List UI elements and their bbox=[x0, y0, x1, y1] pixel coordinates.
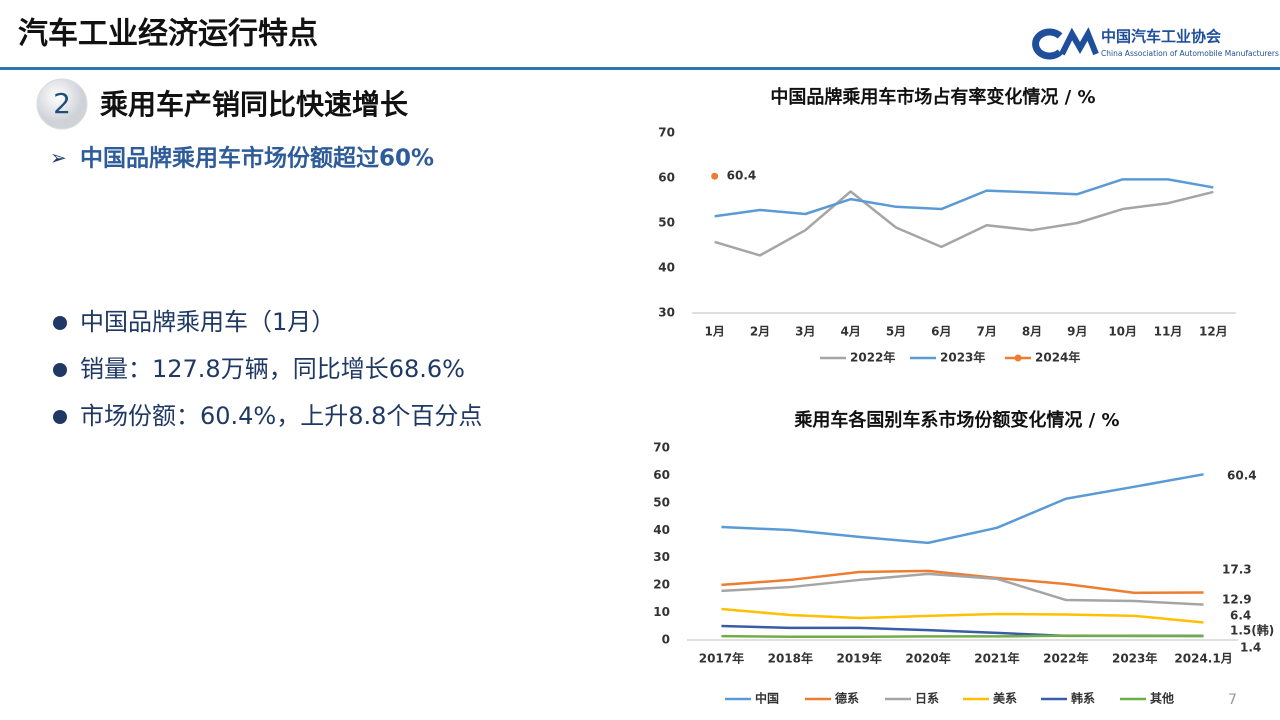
bullet-text: 销量：127.8万辆，同比增长68.6% bbox=[80, 355, 465, 383]
y-tick-label: 50 bbox=[658, 216, 675, 230]
x-tick-label: 12月 bbox=[1199, 325, 1228, 339]
data-label: 1.4 bbox=[1240, 641, 1261, 655]
header-rule bbox=[0, 67, 1280, 70]
data-label: 60.4 bbox=[727, 169, 757, 183]
section-badge bbox=[36, 78, 88, 130]
x-tick-label: 6月 bbox=[931, 325, 951, 339]
data-line bbox=[721, 572, 1204, 606]
bullet-dot bbox=[53, 363, 67, 377]
x-tick-label: 2017年 bbox=[699, 651, 744, 666]
legend-label: 韩系 bbox=[1071, 691, 1095, 706]
section-number: 2 bbox=[53, 87, 71, 120]
x-tick-label: 9月 bbox=[1067, 325, 1087, 339]
x-tick-label: 2022年 bbox=[1043, 651, 1088, 666]
y-tick-label: 0 bbox=[662, 633, 670, 647]
x-tick-label: 8月 bbox=[1022, 325, 1042, 339]
x-tick-label: 2024.1月 bbox=[1174, 652, 1232, 666]
data-line bbox=[714, 190, 1214, 257]
y-tick-label: 20 bbox=[653, 578, 670, 592]
bullet-text: 中国品牌乘用车（1月） bbox=[80, 308, 335, 336]
x-tick-label: 2023年 bbox=[1112, 651, 1157, 666]
data-label: 17.3 bbox=[1222, 563, 1252, 577]
y-tick-label: 30 bbox=[658, 306, 675, 320]
header-title: 汽车工业经济运行特点 bbox=[18, 17, 318, 52]
data-line bbox=[714, 178, 1214, 218]
section-subtitle: 中国品牌乘用车市场份额超过60% bbox=[80, 145, 434, 172]
data-point bbox=[711, 172, 719, 180]
logo-name: 中国汽车工业协会 bbox=[1101, 28, 1221, 46]
legend-label: 2022年 bbox=[850, 350, 895, 365]
legend-label: 中国 bbox=[755, 691, 779, 706]
data-line bbox=[721, 634, 1204, 638]
y-tick-label: 60 bbox=[658, 171, 675, 185]
data-label: 1.5(韩) bbox=[1230, 623, 1274, 638]
y-tick-label: 70 bbox=[658, 126, 675, 140]
x-tick-label: 2021年 bbox=[974, 651, 1019, 666]
logo-english: China Association of Automobile Manufact… bbox=[1101, 49, 1279, 58]
y-tick-label: 70 bbox=[653, 441, 670, 455]
x-tick-label: 1月 bbox=[704, 325, 724, 339]
y-tick-label: 10 bbox=[653, 605, 670, 619]
data-label: 60.4 bbox=[1227, 469, 1257, 483]
data-label: 12.9 bbox=[1222, 593, 1252, 607]
y-tick-label: 30 bbox=[653, 550, 670, 564]
y-tick-label: 40 bbox=[653, 523, 670, 537]
x-tick-label: 4月 bbox=[840, 325, 860, 339]
bullet-dot bbox=[53, 410, 67, 424]
bullet-list: 中国品牌乘用车（1月） 销量：127.8万辆，同比增长68.6% 市场份额：60.4… bbox=[53, 308, 482, 430]
y-tick-label: 60 bbox=[653, 468, 670, 482]
x-tick-label: 3月 bbox=[795, 325, 815, 339]
x-tick-label: 2018年 bbox=[768, 651, 813, 666]
x-tick-label: 11月 bbox=[1154, 325, 1183, 339]
legend-label: 美系 bbox=[993, 691, 1017, 706]
chart-title: 乘用车各国别车系市场份额变化情况 / % bbox=[793, 409, 1119, 431]
legend-label: 2023年 bbox=[940, 350, 985, 365]
section-title: 乘用车产销同比快速增长 bbox=[100, 88, 408, 121]
data-line bbox=[721, 607, 1204, 624]
legend-marker bbox=[1014, 354, 1022, 362]
legend-label: 日系 bbox=[915, 691, 939, 706]
chart-title: 中国品牌乘用车市场占有率变化情况 / % bbox=[770, 86, 1095, 108]
x-tick-label: 10月 bbox=[1108, 325, 1137, 339]
x-tick-label: 2019年 bbox=[836, 651, 881, 666]
y-tick-label: 50 bbox=[653, 495, 670, 509]
logo-mark bbox=[1032, 28, 1063, 60]
bullet-text: 市场份额：60.4%，上升8.8个百分点 bbox=[80, 402, 482, 430]
logo: 中国汽车工业协会 China Association of Automobile… bbox=[1032, 27, 1279, 60]
legend-label: 德系 bbox=[835, 691, 859, 706]
x-tick-label: 5月 bbox=[886, 325, 906, 339]
arrow-bullet: ➢ bbox=[50, 146, 67, 170]
bullet-dot bbox=[53, 316, 67, 330]
logo-mark bbox=[1059, 27, 1099, 56]
x-tick-label: 2月 bbox=[750, 325, 770, 339]
y-tick-label: 40 bbox=[658, 261, 675, 275]
x-tick-label: 2020年 bbox=[905, 651, 950, 666]
legend-label: 其他 bbox=[1150, 691, 1174, 706]
data-line bbox=[721, 569, 1204, 595]
page-number: 7 bbox=[1228, 692, 1237, 708]
data-label: 6.4 bbox=[1230, 609, 1251, 623]
legend-label: 2024年 bbox=[1035, 350, 1080, 365]
data-line bbox=[721, 473, 1204, 545]
x-tick-label: 7月 bbox=[976, 325, 996, 339]
